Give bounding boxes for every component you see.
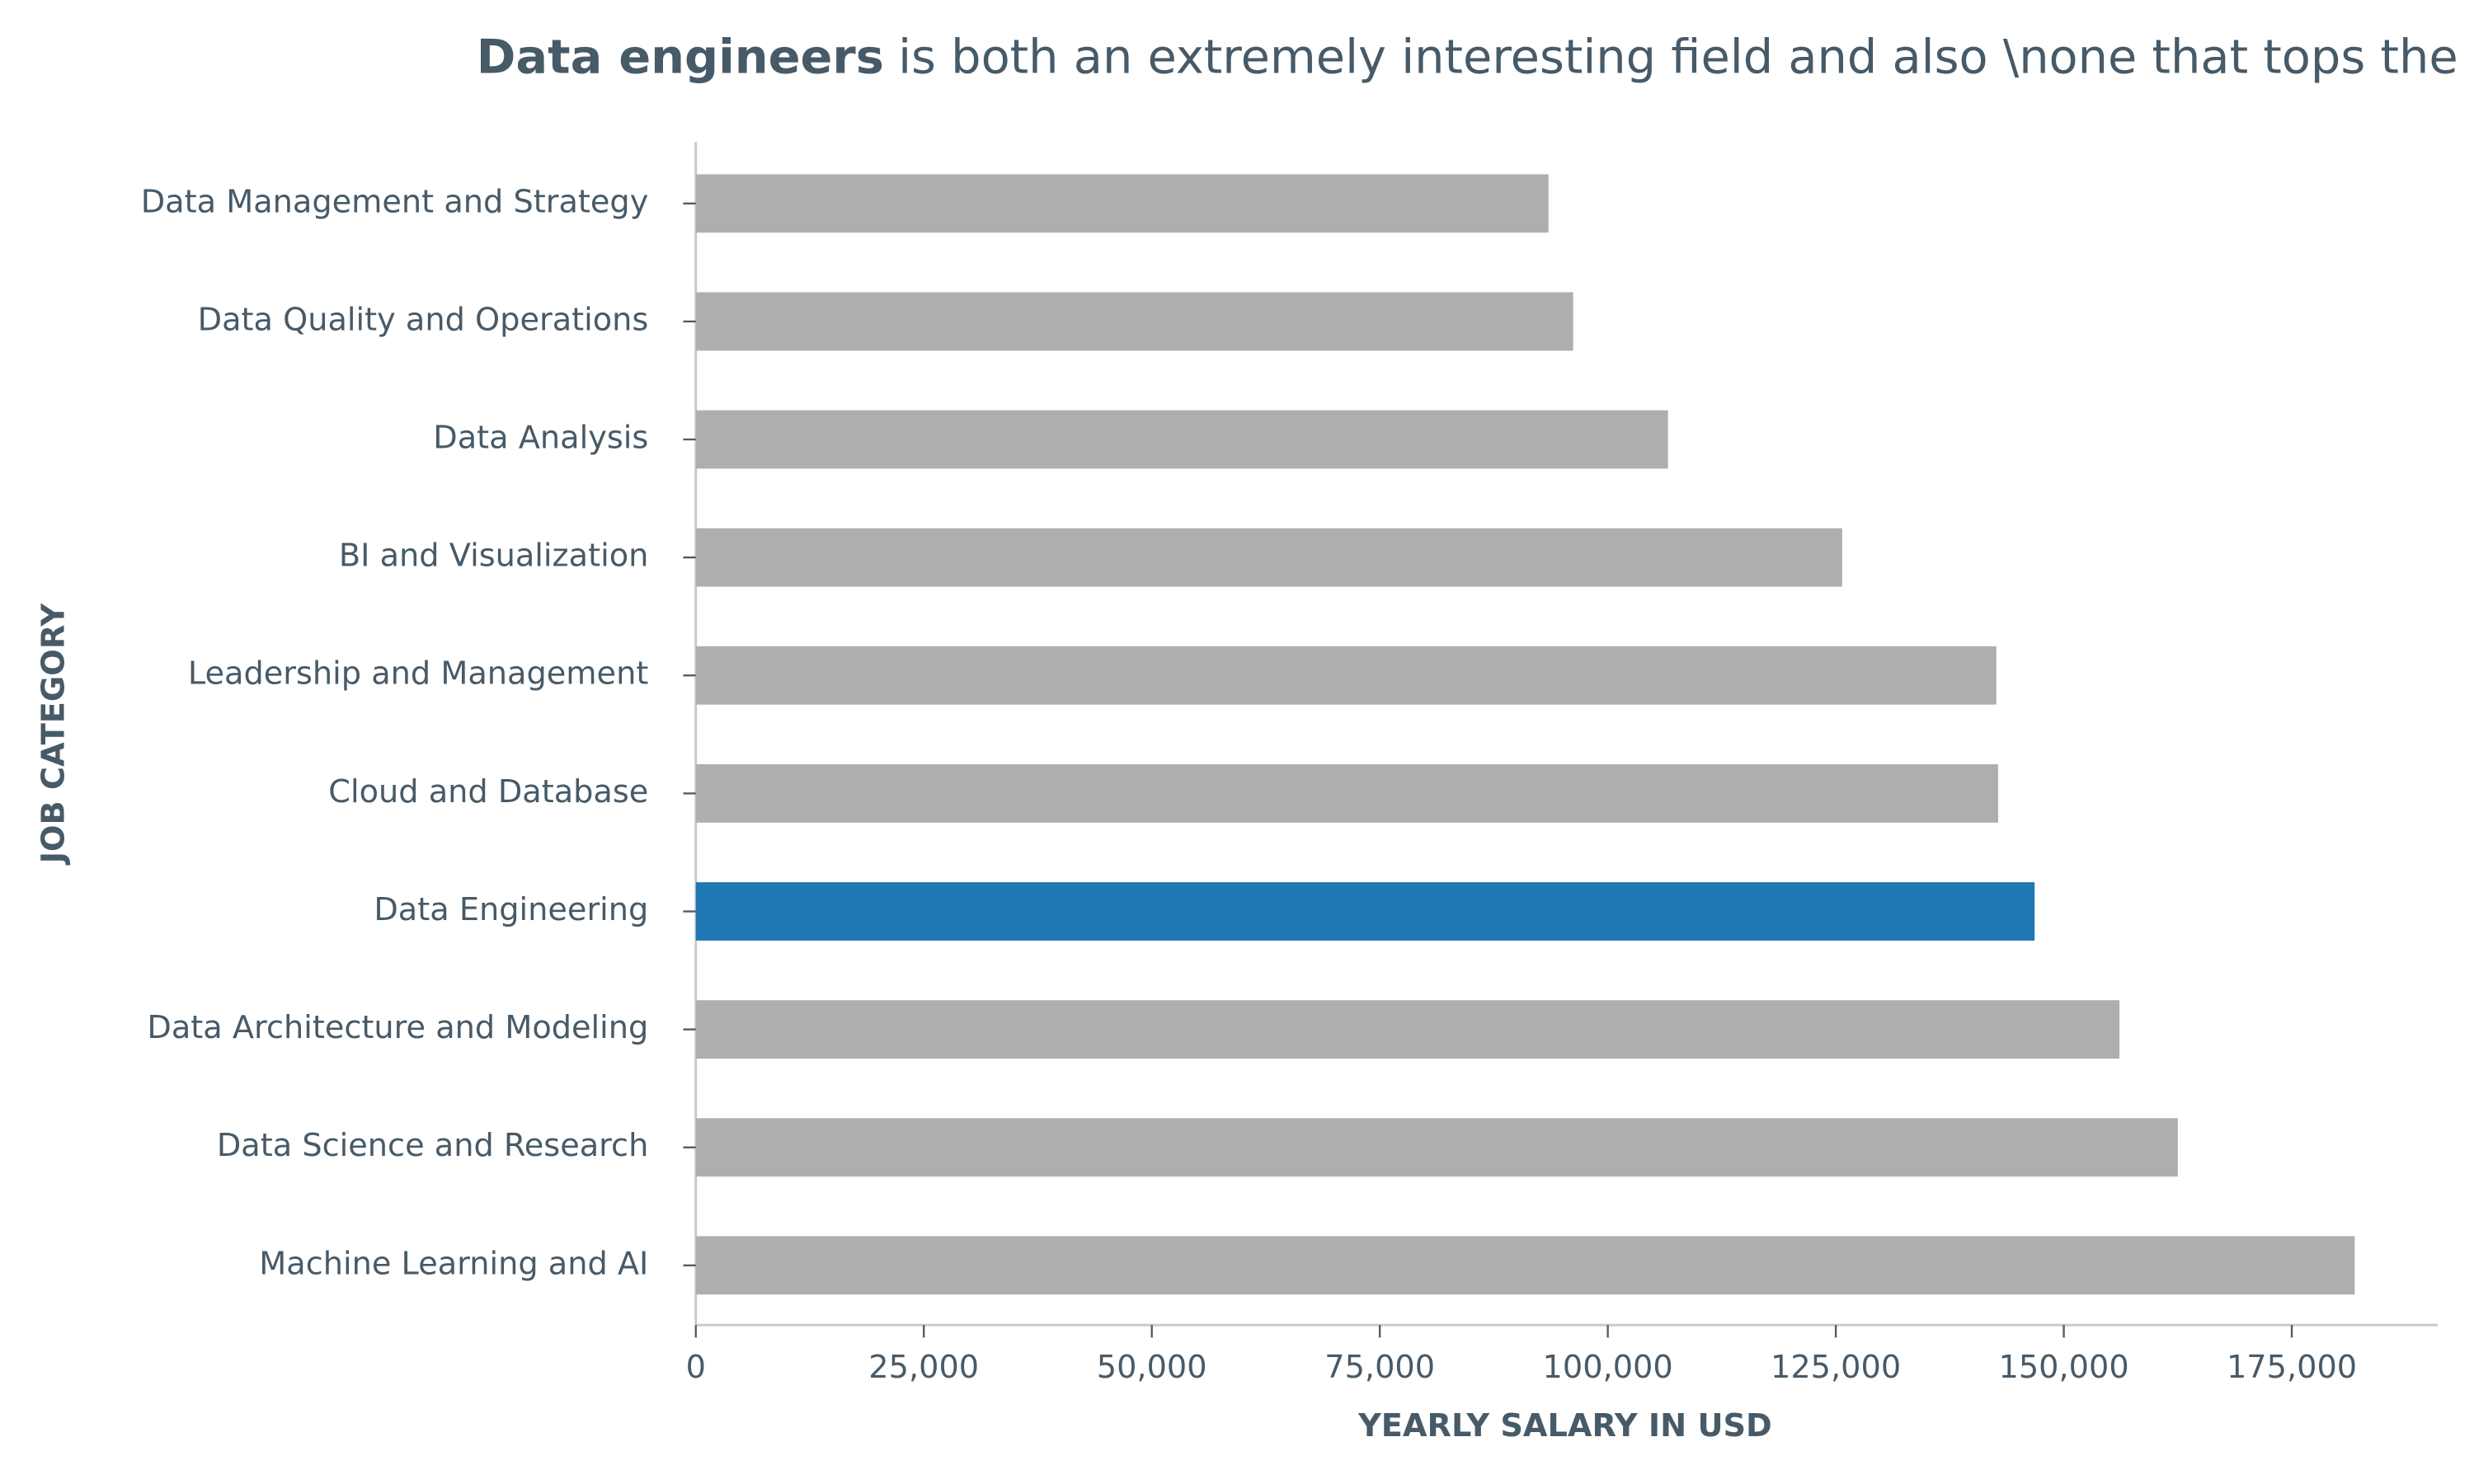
title-bold: Data engineers xyxy=(477,29,884,84)
y-tick-label: Data Science and Research xyxy=(217,1127,649,1164)
x-axis-label: YEARLY SALARY IN USD xyxy=(1357,1407,1772,1444)
x-tick-label: 75,000 xyxy=(1324,1349,1435,1386)
x-tick-label: 100,000 xyxy=(1543,1349,1673,1386)
bar xyxy=(695,763,1998,823)
x-tick-label: 125,000 xyxy=(1771,1349,1901,1386)
x-tick-label: 150,000 xyxy=(1998,1349,2128,1386)
bar xyxy=(695,882,2035,941)
chart-title: Data engineers is both an extremely inter… xyxy=(477,29,2458,84)
x-tick-label: 25,000 xyxy=(868,1349,979,1386)
y-tick-label: Data Architecture and Modeling xyxy=(147,1009,648,1046)
x-tick-label: 175,000 xyxy=(2227,1349,2357,1386)
bar xyxy=(695,1236,2355,1295)
y-tick-label: Machine Learning and AI xyxy=(259,1245,648,1282)
bar xyxy=(695,292,1573,351)
y-tick-label: Leadership and Management xyxy=(188,655,648,693)
bar xyxy=(695,410,1668,469)
y-tick-label: Data Analysis xyxy=(433,420,648,457)
y-tick-label: Data Engineering xyxy=(374,891,648,928)
bar xyxy=(695,1118,2178,1177)
x-tick-label: 50,000 xyxy=(1097,1349,1207,1386)
y-tick-label: Data Management and Strategy xyxy=(141,183,649,220)
x-tick-label: 0 xyxy=(686,1349,706,1386)
bar xyxy=(695,646,1997,705)
bar xyxy=(695,528,1842,587)
y-axis-label: JOB CATEGORY xyxy=(35,603,72,866)
y-tick-label: Data Quality and Operations xyxy=(198,301,649,338)
bar xyxy=(695,1000,2120,1059)
title-text: is both an extremely interesting field a… xyxy=(898,29,2458,84)
y-tick-label: BI and Visualization xyxy=(339,538,648,575)
bar xyxy=(695,174,1549,233)
y-tick-label: Cloud and Database xyxy=(328,773,648,810)
